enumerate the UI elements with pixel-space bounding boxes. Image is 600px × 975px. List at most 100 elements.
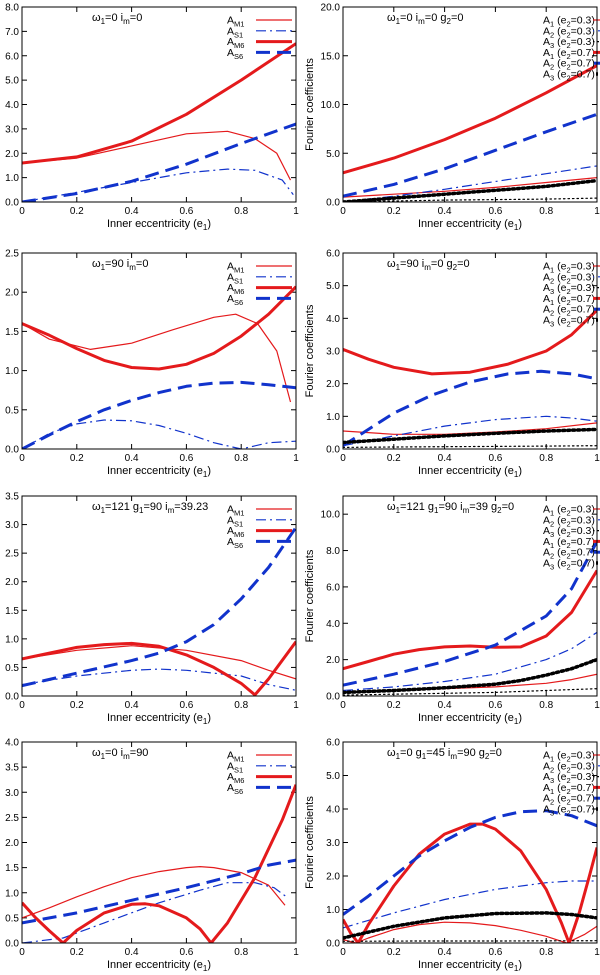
x-tick-label: 0.8 (234, 947, 248, 958)
x-tick-label: 0.8 (234, 453, 248, 464)
x-tick-label: 0 (340, 947, 346, 958)
legend-label: AS6 (227, 536, 243, 550)
plot-frame (342, 6, 598, 203)
plot-frame (21, 6, 297, 203)
y-tick-label: 0.0 (326, 939, 340, 950)
x-tick-label: 0.6 (179, 206, 193, 217)
y-tick-label: 2.5 (5, 249, 19, 260)
panel-row2-left: 0.0 0.5 1.0 1.5 2.0 2.5 0 0.2 0.4 0.6 0.8 1 Inner ec… (5, 249, 299, 480)
x-tick-label: 0.2 (387, 700, 401, 711)
x-tick-label: 1 (293, 700, 299, 711)
y-tick-label: 5.0 (5, 76, 19, 87)
y-tick-label: 4.0 (326, 805, 340, 816)
series-line-s6 (22, 858, 296, 925)
y-tick-label: 6.0 (326, 582, 340, 593)
series-line-3-e2-07 (343, 178, 597, 202)
x-tick-label: 1 (594, 453, 600, 464)
series-line-m6 (22, 285, 296, 371)
panel-row4-left: 0.0 0.5 1.0 1.5 2.0 2.5 3.0 3.5 4.0 0 0.2 0.4 0.6 0.8… (5, 738, 299, 974)
x-tick-label: 0.4 (438, 700, 452, 711)
y-tick-label: 1.5 (5, 606, 19, 617)
legend-label: AS1 (227, 760, 243, 774)
series-line-1-e2-03 (343, 921, 597, 943)
y-tick-label: 1.0 (5, 366, 19, 377)
legend-label: A1 (e2=0.7) (543, 293, 595, 307)
legend-label: A2 (e2=0.7) (543, 304, 595, 318)
legend-label: AS1 (227, 25, 243, 39)
y-tick-label: 2.0 (326, 872, 340, 883)
y-tick-label: 4.0 (5, 100, 19, 111)
x-tick-label: 1 (293, 453, 299, 464)
y-tick-label: 8.0 (326, 546, 340, 557)
y-tick-label: 1.5 (5, 327, 19, 338)
legend-label: A1 (e2=0.3) (543, 750, 595, 764)
y-tick-label: 2.0 (5, 577, 19, 588)
panel-annotation: ω1=121 g1=90 im=39 g2=0 (387, 501, 514, 515)
x-tick-label: 0.2 (387, 453, 401, 464)
y-tick-label: 1.0 (326, 905, 340, 916)
x-tick-label: 0 (19, 453, 25, 464)
x-axis-label: Inner eccentricity (e1) (418, 465, 522, 479)
series-line-1-e2-07 (343, 309, 597, 376)
legend-label: A1 (e2=0.3) (543, 261, 595, 275)
series-line-2-e2-07 (343, 540, 597, 687)
x-tick-label: 1 (594, 206, 600, 217)
y-tick-label: 15.0 (321, 51, 341, 62)
plot-frame (342, 252, 598, 450)
panel-row4-right: 0.0 1.0 2.0 3.0 4.0 5.0 6.0 0 0.2 0.4 0.6 0.8 1 Inner… (304, 738, 600, 973)
series-line-3-e2-07 (343, 911, 597, 940)
legend-label: A3 (e2=0.3) (543, 282, 595, 296)
y-tick-label: 0.5 (5, 663, 19, 674)
y-tick-label: 1.0 (326, 412, 340, 423)
legend-label: AM6 (227, 771, 244, 785)
x-tick-label: 0.4 (438, 206, 452, 217)
y-tick-label: 0.0 (5, 939, 19, 950)
legend-label: A3 (e2=0.7) (543, 315, 595, 329)
legend-label: A1 (e2=0.3) (543, 15, 595, 29)
panel-row3-left: 0.0 0.5 1.0 1.5 2.0 2.5 3.0 3.5 0 0.2 0.4 0.6 0.8 1 In… (5, 492, 299, 727)
y-tick-label: 1.0 (5, 173, 19, 184)
series-line-m6 (22, 784, 296, 943)
y-tick-label: 6.0 (5, 51, 19, 62)
series-line-1-e2-07 (343, 64, 597, 175)
panel-annotation: ω1=0 im=0 (92, 12, 142, 26)
y-tick-label: 3.0 (5, 788, 19, 799)
series-line-1-e2-03 (343, 422, 597, 435)
series-line-m6 (22, 42, 296, 165)
x-tick-label: 0.2 (70, 453, 84, 464)
panel-annotation: ω1=90 im=0 (92, 258, 148, 272)
legend-label: AS1 (227, 271, 243, 285)
legend-label: AM6 (227, 36, 244, 50)
y-axis-label: Fourier coefficients (304, 304, 316, 397)
y-tick-label: 4.0 (5, 738, 19, 749)
x-tick-label: 0.6 (179, 947, 193, 958)
x-tick-label: 0.8 (234, 206, 248, 217)
series-line-s1 (22, 882, 289, 943)
y-tick-label: 10.0 (321, 100, 341, 111)
series-line-3-e2-07 (343, 427, 597, 445)
series-line-3-e2-07 (343, 657, 597, 695)
x-axis-label: Inner eccentricity (e1) (418, 218, 522, 232)
legend-label: A2 (e2=0.7) (543, 793, 595, 807)
series-line-s1 (22, 668, 296, 691)
y-tick-label: 4.0 (326, 314, 340, 325)
series-line-3-e2-03 (343, 688, 597, 696)
panel-annotation: ω1=0 g1=45 im=90 g2=0 (387, 747, 502, 761)
legend-label: A2 (e2=0.7) (543, 547, 595, 561)
y-tick-label: 6.0 (326, 738, 340, 749)
plot-frame (21, 495, 297, 697)
x-tick-label: 0.2 (70, 206, 84, 217)
x-axis-label: Inner eccentricity (e1) (418, 959, 522, 973)
series-line-s1 (22, 419, 296, 449)
series-line-s6 (22, 526, 296, 688)
x-tick-label: 0.6 (488, 206, 502, 217)
series-line-2-e2-03 (343, 415, 597, 447)
legend-label: A1 (e2=0.7) (543, 782, 595, 796)
legend-label: AM1 (227, 504, 244, 518)
x-axis-label: Inner eccentricity (e1) (107, 218, 211, 232)
legend-label: A3 (e2=0.3) (543, 525, 595, 539)
legend-label: AM6 (227, 525, 244, 539)
x-tick-label: 0.2 (70, 947, 84, 958)
x-tick-label: 0.4 (125, 206, 139, 217)
series-line-m1 (22, 645, 296, 680)
